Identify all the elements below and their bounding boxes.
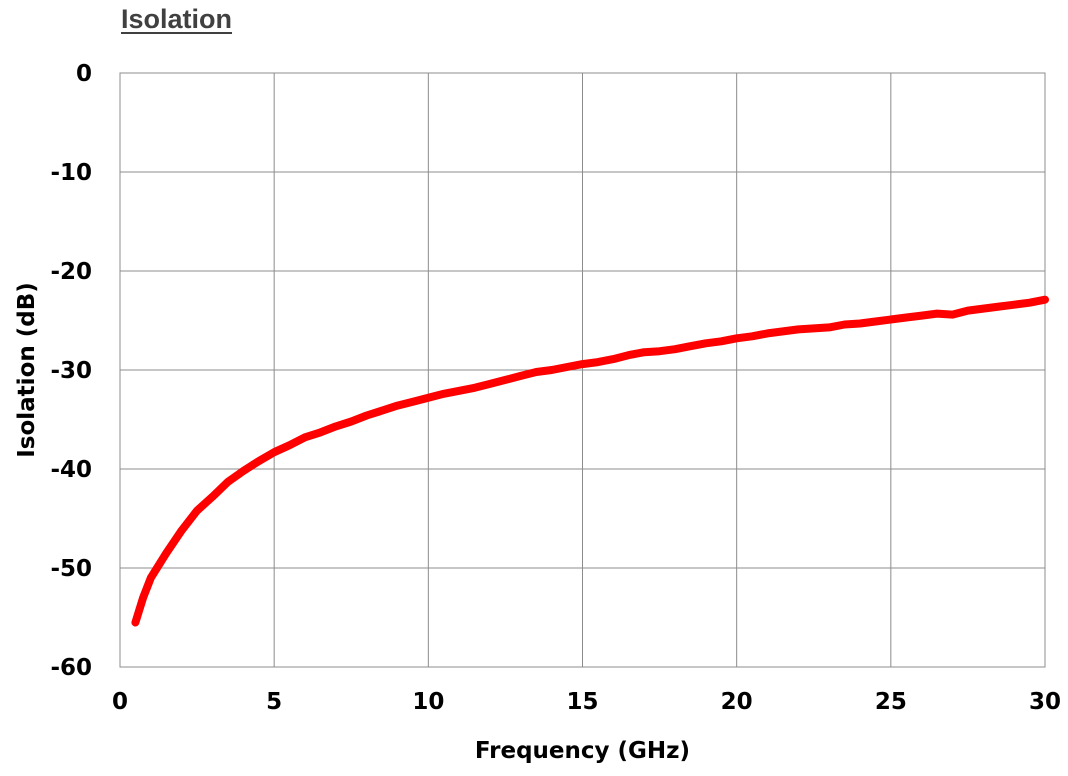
x-tick-label: 10 — [412, 689, 444, 715]
y-axis-label: Isolation (dB) — [14, 282, 40, 458]
x-tick-label: 5 — [266, 689, 282, 715]
y-tick-label: -20 — [50, 259, 92, 285]
x-axis-label: Frequency (GHz) — [475, 738, 690, 764]
y-tick-label: -60 — [50, 655, 92, 681]
x-tick-label: 15 — [566, 689, 598, 715]
x-tick-label: 20 — [721, 689, 753, 715]
chart-title: Isolation — [121, 4, 233, 34]
x-tick-label: 30 — [1029, 689, 1061, 715]
x-tick-label: 0 — [112, 689, 128, 715]
y-tick-label: -50 — [50, 556, 92, 582]
y-tick-label: -40 — [50, 457, 92, 483]
y-tick-label: 0 — [76, 61, 92, 87]
x-tick-label: 25 — [875, 689, 907, 715]
series-line-0 — [131, 295, 1049, 627]
y-tick-label: -30 — [50, 358, 92, 384]
plot-border — [119, 72, 1046, 668]
y-tick-label: -10 — [50, 160, 92, 186]
